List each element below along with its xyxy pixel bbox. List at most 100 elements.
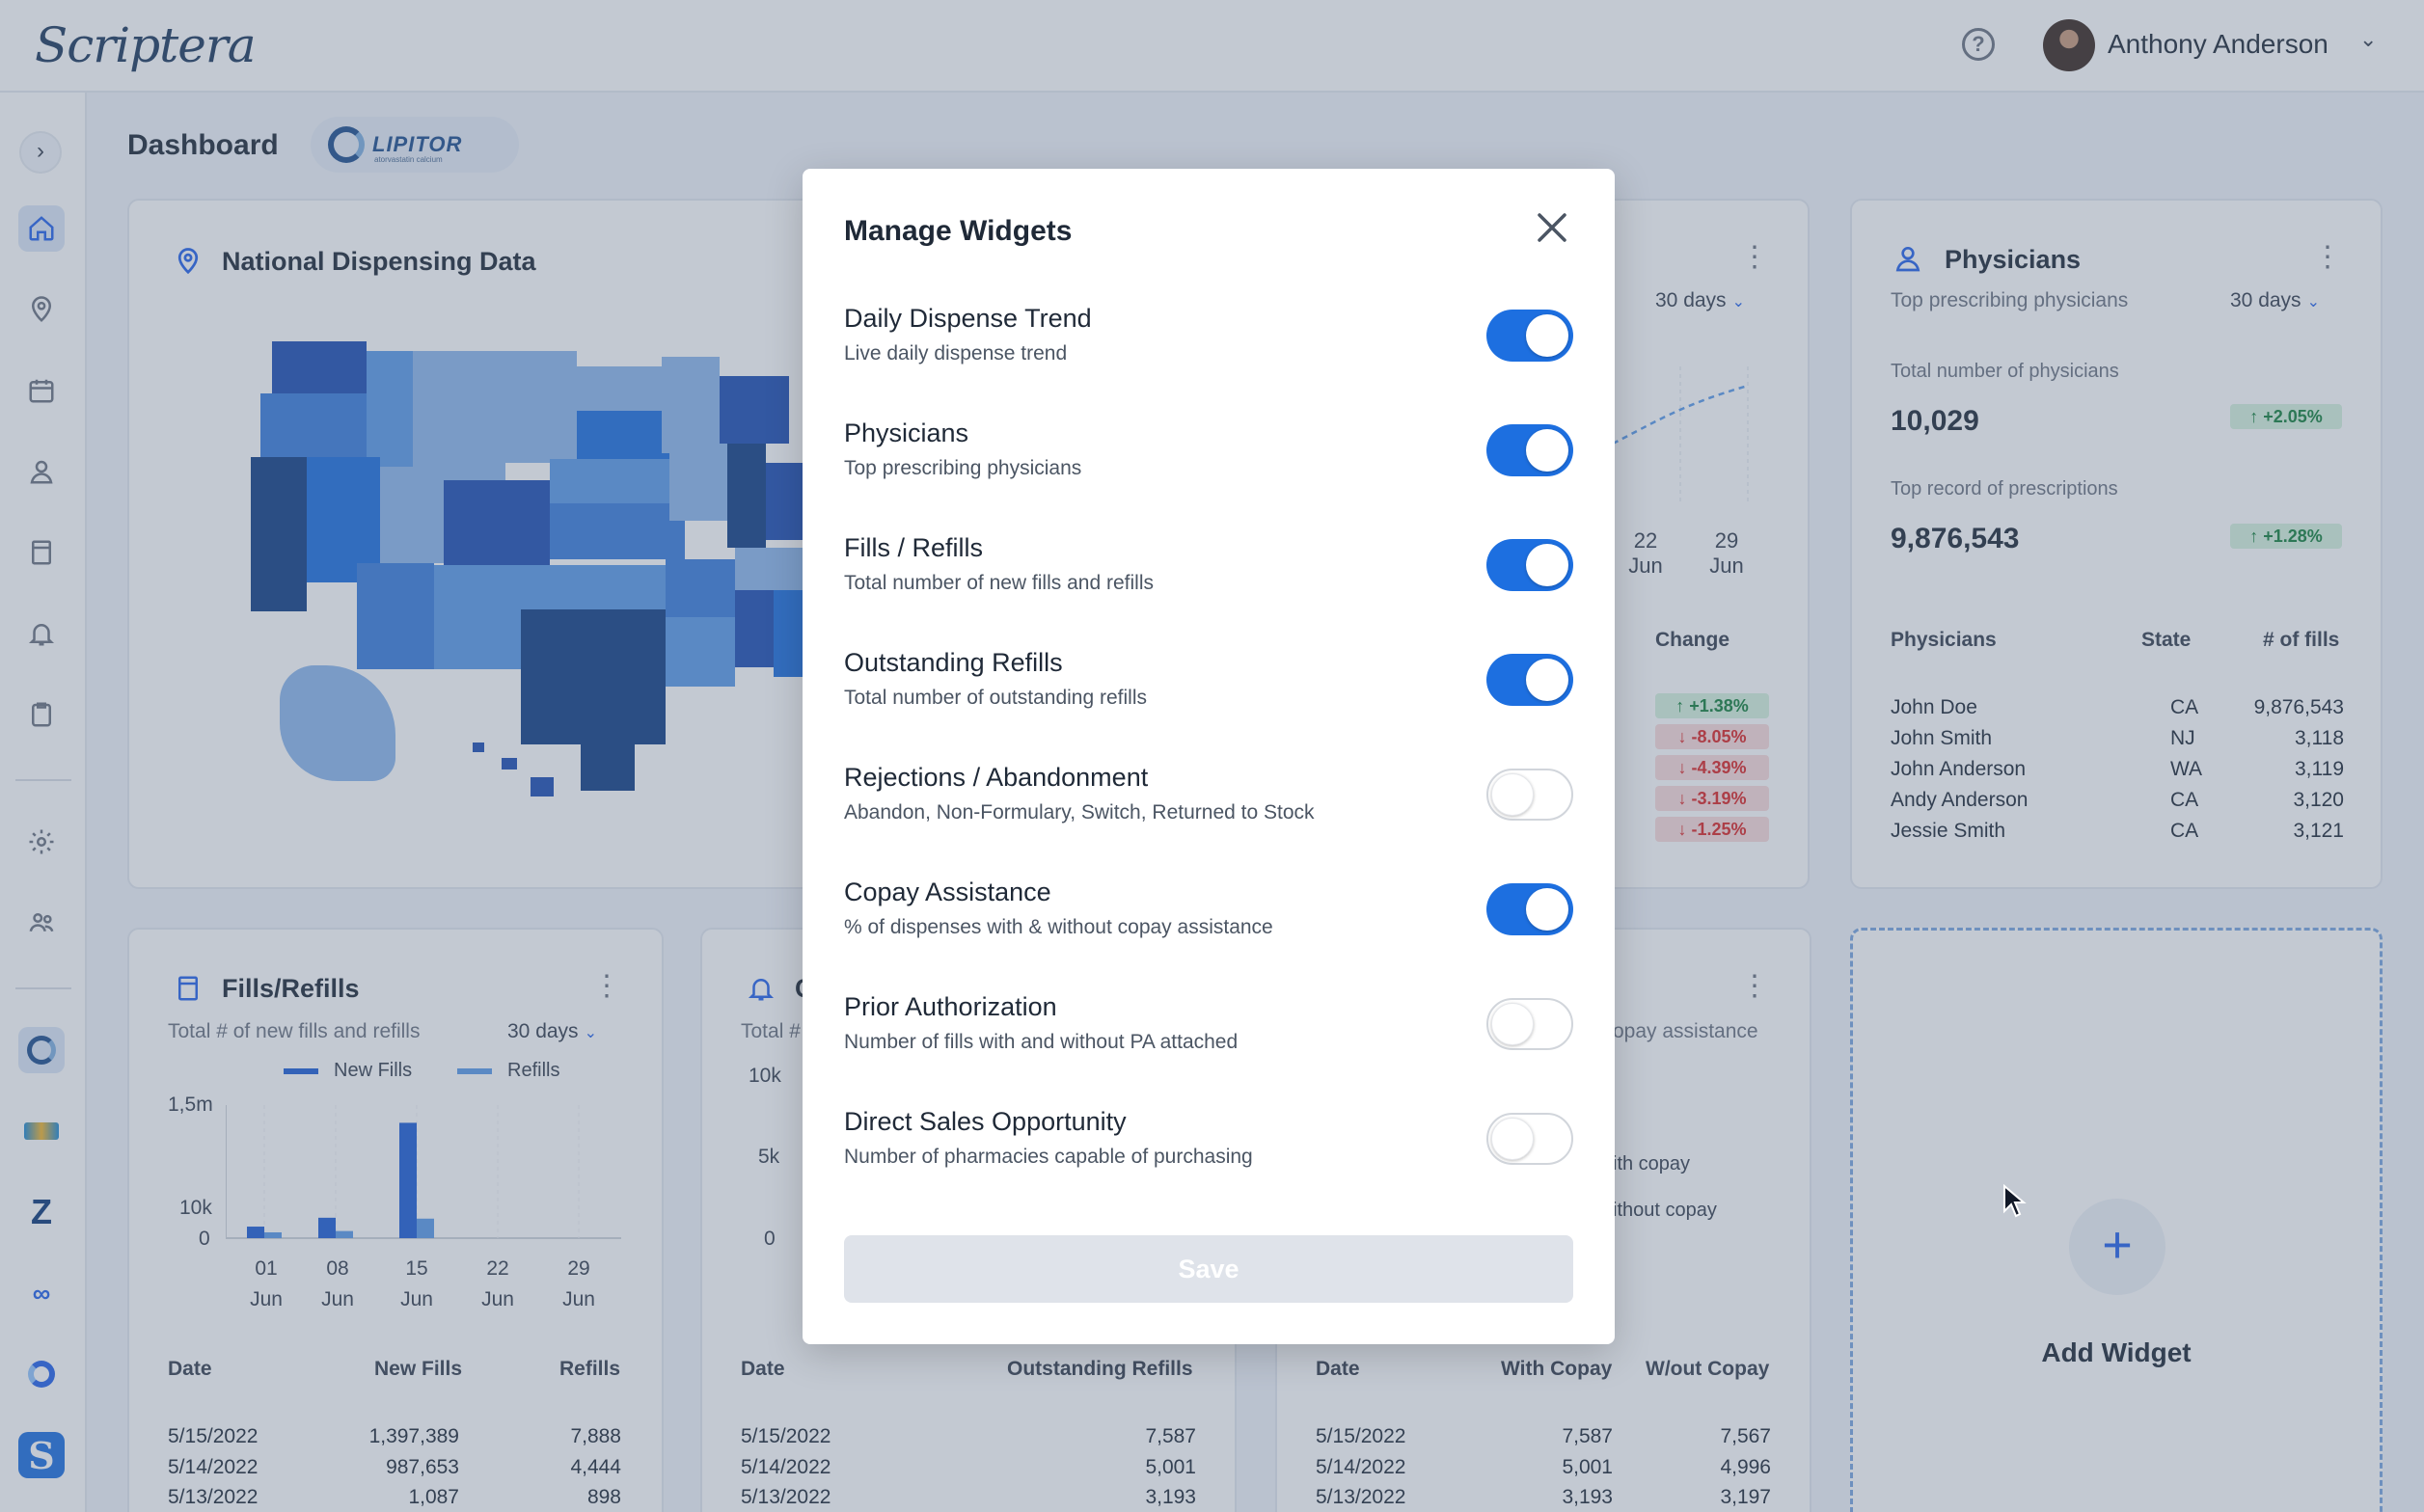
top-record-label: Top record of prescriptions [1891, 478, 2118, 500]
row-date: 5/13/2022 [1316, 1486, 1406, 1508]
physician-icon[interactable] [18, 448, 65, 495]
pharmacy-icon [178, 976, 198, 1001]
top-record-value: 9,876,543 [1891, 523, 2020, 554]
add-widget-label: Add Widget [2041, 1337, 2192, 1367]
widget-toggle[interactable] [1486, 998, 1573, 1050]
brand-infinity-icon[interactable]: ∞ [32, 1278, 51, 1308]
row-date: 5/14/2022 [168, 1456, 259, 1478]
brand-s-icon[interactable]: S [18, 1432, 65, 1478]
toggle-knob [1526, 429, 1568, 472]
kebab-menu-icon[interactable]: ⋮ [592, 970, 621, 1002]
row-outstanding: 7,587 [1145, 1425, 1196, 1447]
row-date: 5/14/2022 [1316, 1456, 1406, 1478]
change-badge: ↓ -8.05% [1655, 724, 1769, 749]
row-date: 5/15/2022 [168, 1425, 259, 1447]
brand-swirl-icon[interactable] [18, 1351, 65, 1397]
change-badge: ↓ -3.19% [1655, 786, 1769, 811]
brand-two-icon[interactable] [18, 1108, 65, 1154]
widget-toggle[interactable] [1486, 539, 1573, 591]
calendar-icon[interactable] [18, 367, 65, 414]
widget-row: Outstanding Refills Total number of outst… [844, 648, 1573, 735]
bar-refills [264, 1232, 282, 1238]
physician-name: John Smith [1891, 727, 1993, 749]
gear-icon[interactable] [18, 819, 65, 865]
row-date: 5/13/2022 [168, 1486, 259, 1508]
app-logo[interactable]: Scriptera [35, 17, 257, 73]
toggle-knob [1491, 773, 1534, 816]
add-widget-button[interactable]: + [2069, 1199, 2165, 1295]
close-icon[interactable] [1530, 205, 1574, 250]
location-icon[interactable] [18, 286, 65, 333]
y-axis-label: 10k [179, 1197, 212, 1219]
change-badge: ↑ +1.38% [1655, 693, 1769, 718]
widget-toggle[interactable] [1486, 424, 1573, 476]
fills-refills-card [127, 928, 664, 1512]
add-widget-card[interactable]: + Add Widget [1850, 928, 2383, 1512]
widget-toggle[interactable] [1486, 310, 1573, 362]
brand-selector[interactable]: LIPITOR atorvastatin calcium [311, 117, 519, 173]
row-date: 5/14/2022 [741, 1456, 831, 1478]
physician-name: Jessie Smith [1891, 820, 2006, 842]
physician-fills: 3,120 [2293, 789, 2344, 811]
column-header: Date [168, 1358, 212, 1380]
row-date: 5/15/2022 [1316, 1425, 1406, 1447]
pharmacy-icon[interactable] [18, 529, 65, 576]
row-without-copay: 7,567 [1720, 1425, 1771, 1447]
home-icon[interactable] [18, 205, 65, 252]
y-axis-label: 0 [199, 1228, 210, 1250]
physician-icon [1895, 247, 1920, 272]
save-button[interactable]: Save [844, 1235, 1573, 1303]
users-icon[interactable] [18, 900, 65, 946]
kebab-menu-icon[interactable]: ⋮ [2313, 241, 2342, 273]
user-avatar[interactable] [2043, 19, 2095, 71]
widget-toggle[interactable] [1486, 654, 1573, 706]
column-header: State [2141, 629, 2192, 651]
physician-name: Andy Anderson [1891, 789, 2029, 811]
lipitor-brand-icon[interactable] [18, 1027, 65, 1073]
widget-row: Prior Authorization Number of fills with … [844, 992, 1573, 1079]
brand-name: LIPITOR [372, 132, 463, 156]
widget-row: Fills / Refills Total number of new fills… [844, 533, 1573, 620]
trend-line-chart [1613, 366, 1749, 501]
row-refills: 898 [586, 1486, 621, 1508]
kebab-menu-icon[interactable]: ⋮ [1740, 241, 1769, 273]
toggle-knob [1526, 659, 1568, 701]
fills-range-select[interactable]: 30 days ⌄ [507, 1020, 597, 1042]
x-axis-label: 08 Jun [321, 1257, 354, 1310]
y-axis-label: 0 [764, 1228, 776, 1250]
kebab-menu-icon[interactable]: ⋮ [1740, 970, 1769, 1002]
column-header: Physicians [1891, 629, 1997, 651]
physicians-title: Physicians [1945, 245, 2082, 274]
x-axis-label: 01 Jun [250, 1257, 283, 1310]
bar-refills [417, 1218, 434, 1238]
widget-row: Daily Dispense Trend Live daily dispense … [844, 304, 1573, 391]
toggle-knob [1526, 888, 1568, 931]
column-header: Refills [559, 1358, 621, 1380]
trend-range-select[interactable]: 30 days ⌄ [1655, 289, 1745, 311]
physicians-range-select[interactable]: 30 days ⌄ [2230, 289, 2320, 311]
brand-tagline: atorvastatin calcium [374, 155, 443, 164]
sidebar-expand-button[interactable]: › [19, 131, 62, 174]
widget-toggle[interactable] [1486, 883, 1573, 935]
row-refills: 7,888 [570, 1425, 621, 1447]
bar-new-fills [247, 1227, 264, 1238]
user-name[interactable]: Anthony Anderson [2108, 29, 2329, 59]
x-axis-label: 22 Jun [481, 1257, 514, 1310]
modal-title: Manage Widgets [844, 215, 1073, 247]
change-column-header: Change [1655, 629, 1730, 651]
physician-state: NJ [2170, 727, 2195, 749]
fills-refills-subtitle: Total # of new fills and refills [168, 1020, 421, 1042]
physician-fills: 3,121 [2293, 820, 2344, 842]
widget-title: Prior Authorization [844, 992, 1057, 1021]
widget-toggle[interactable] [1486, 1113, 1573, 1165]
widget-toggle[interactable] [1486, 769, 1573, 821]
chevron-down-icon[interactable]: ⌄ [2359, 27, 2378, 51]
mouse-cursor-icon [2003, 1184, 2027, 1218]
sidebar: › Z ∞ S [0, 93, 87, 1512]
widget-title: Physicians [844, 418, 969, 447]
help-icon[interactable]: ? [1962, 28, 1995, 61]
clipboard-icon[interactable] [18, 691, 65, 738]
row-date: 5/15/2022 [741, 1425, 831, 1447]
brand-z-icon[interactable]: Z [31, 1192, 52, 1231]
bell-icon[interactable] [18, 610, 65, 657]
